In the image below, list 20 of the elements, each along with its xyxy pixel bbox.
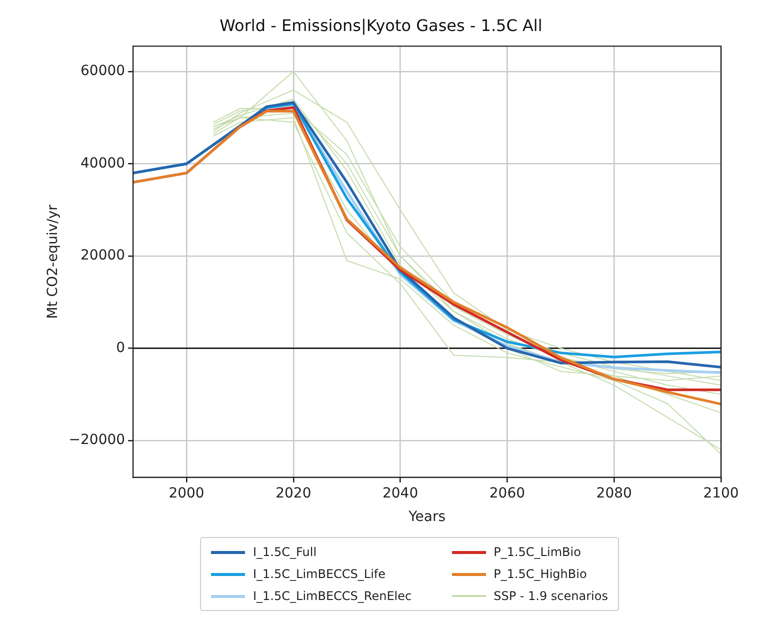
legend-label: I_1.5C_Full — [253, 545, 317, 559]
y-tick-label: 20000 — [80, 248, 126, 264]
y-tick-label: 60000 — [80, 63, 126, 80]
legend-label: I_1.5C_LimBECCS_RenElec — [253, 589, 412, 603]
y-axis-title: Mt CO2-equiv/yr — [45, 204, 62, 319]
x-tick-label: 2080 — [596, 485, 632, 502]
legend-label: P_1.5C_HighBio — [494, 567, 587, 581]
legend-label: P_1.5C_LimBio — [494, 545, 581, 559]
x-tick-label: 2000 — [168, 485, 204, 502]
y-tick-label: 40000 — [80, 155, 126, 172]
y-tick-label: 0 — [116, 340, 126, 356]
y-tick-label: −20000 — [68, 432, 126, 448]
chart-title: World - Emissions|Kyoto Gases - 1.5C All — [220, 16, 542, 35]
x-axis-title: Years — [408, 509, 446, 526]
x-tick-label: 2040 — [382, 485, 418, 502]
x-tick-label: 2100 — [703, 485, 739, 502]
x-tick-label: 2020 — [276, 485, 312, 502]
legend-label: I_1.5C_LimBECCS_Life — [253, 567, 386, 581]
x-tick-label: 2060 — [489, 485, 526, 502]
legend-label: SSP - 1.9 scenarios — [494, 589, 608, 603]
